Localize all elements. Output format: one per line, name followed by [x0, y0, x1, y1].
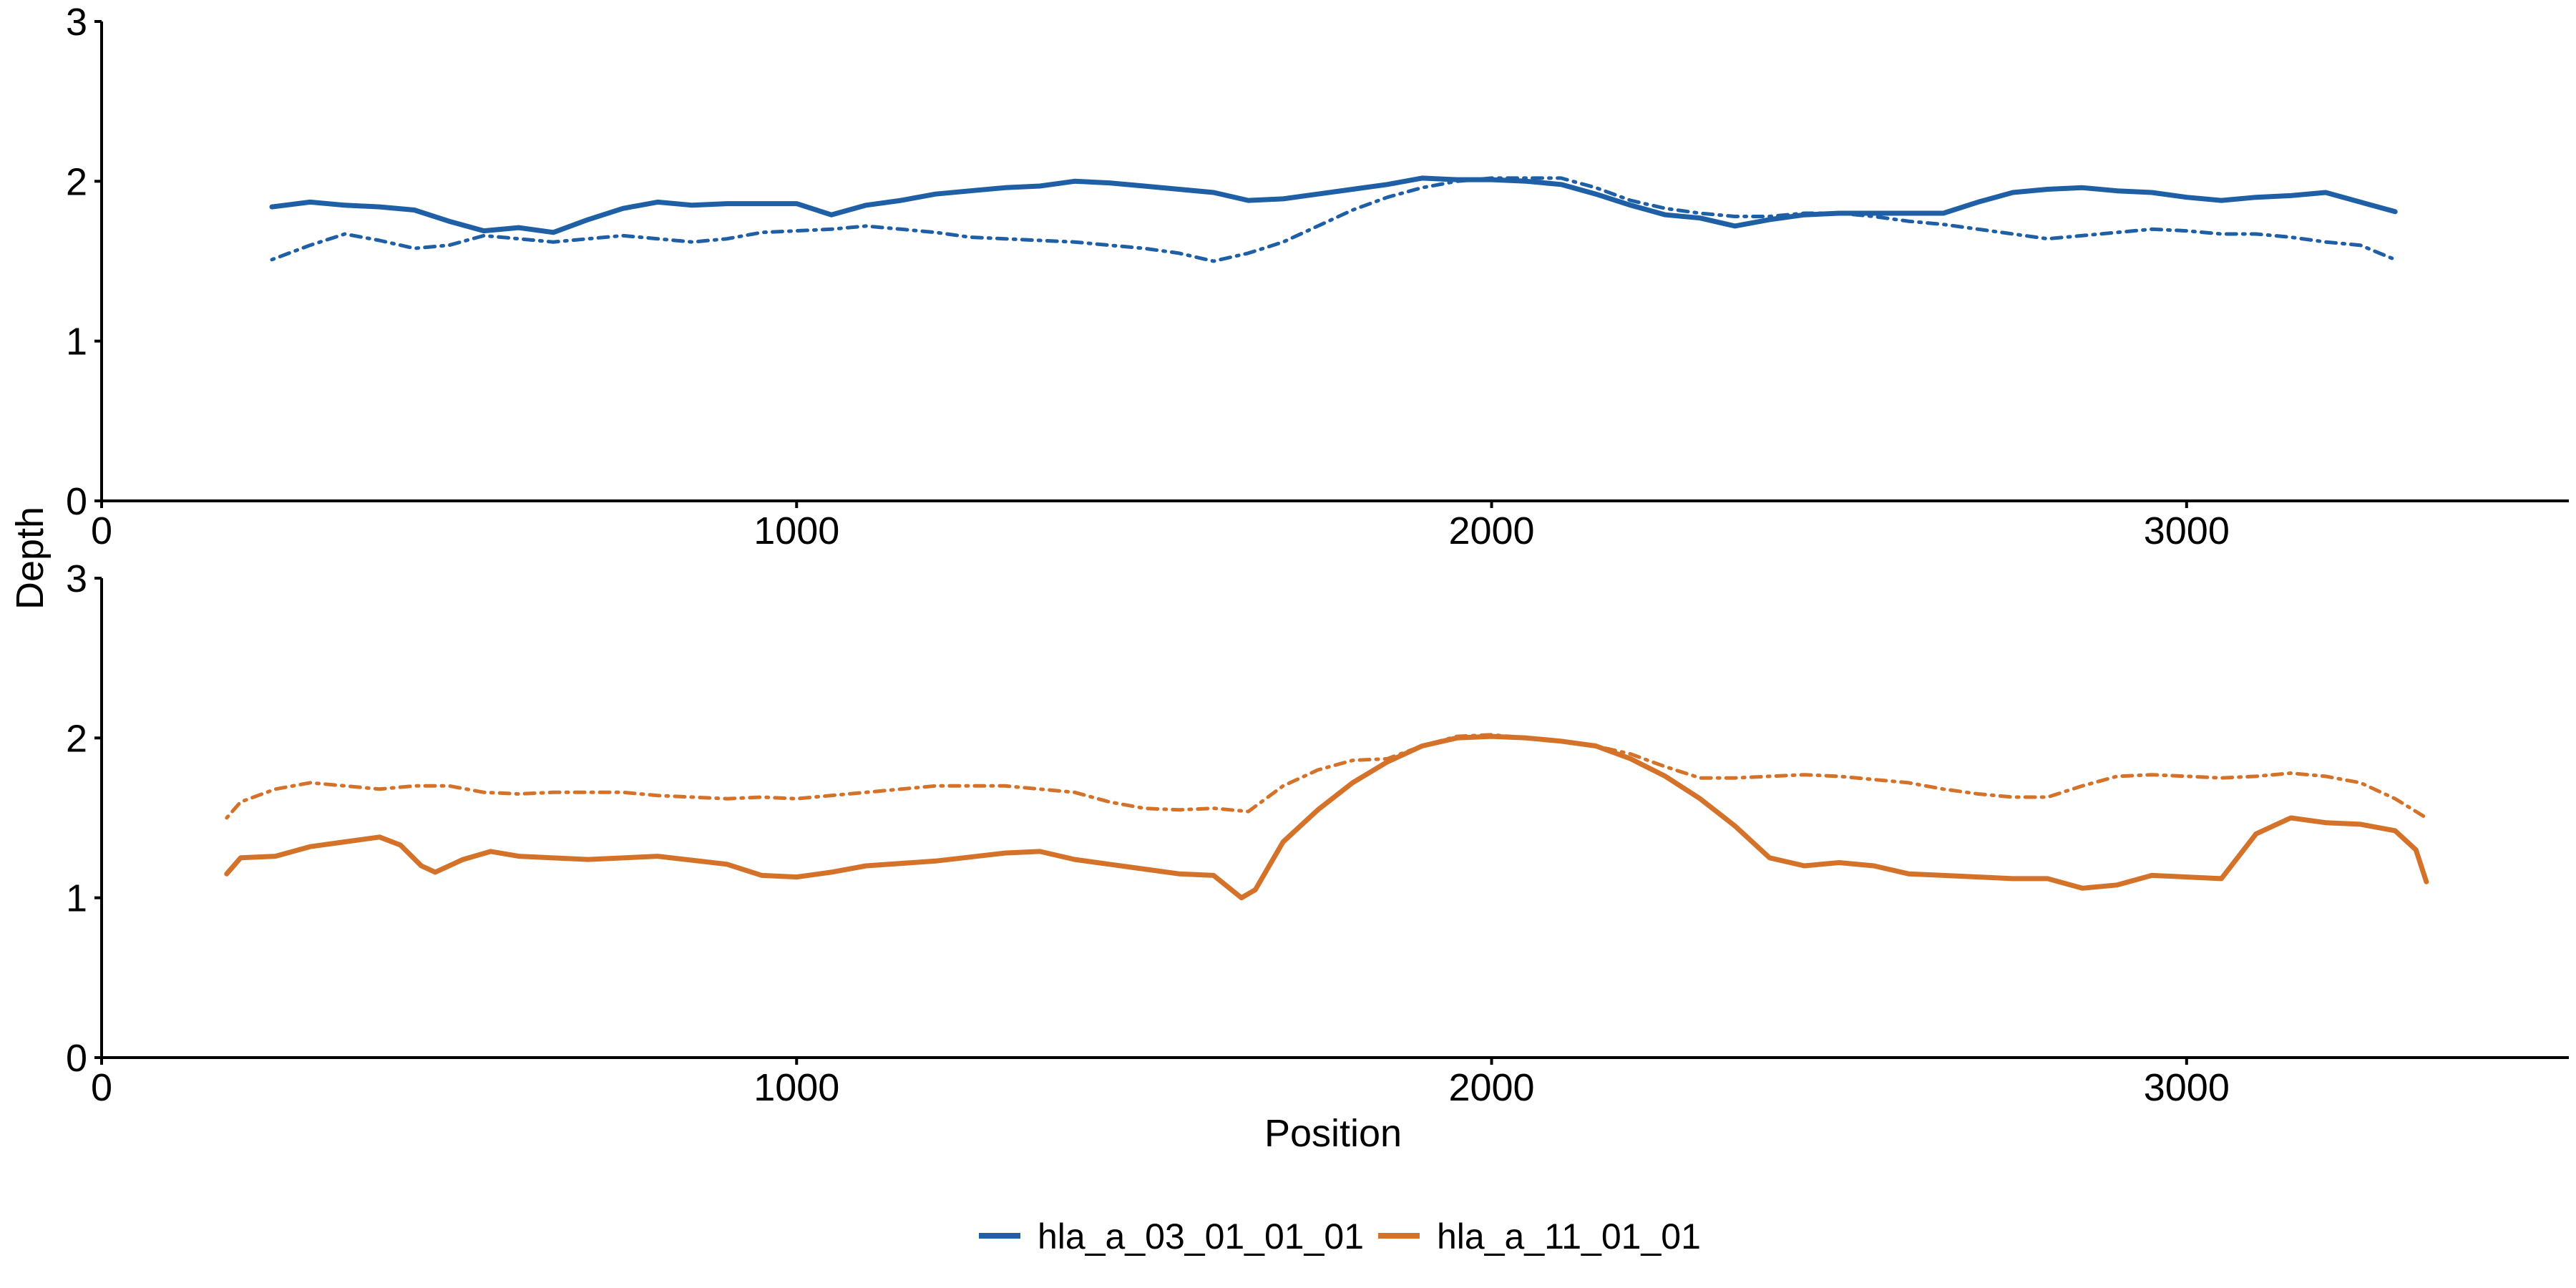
x-tick-label: 2000 [1448, 509, 1534, 552]
x-tick-label: 3000 [2144, 509, 2230, 552]
series-line-hla_a_11_01_01-dotdash [225, 733, 2429, 820]
y-tick-label: 3 [66, 1, 87, 44]
series-line-hla_a_03_01_01_01-solid [269, 175, 2398, 235]
panel-2: 0 1 2 3 0 1000 2000 3000 [66, 557, 2569, 1109]
x-tick-label: 2000 [1448, 1066, 1534, 1109]
legend-label: hla_a_03_01_01_01 [1038, 1216, 1364, 1257]
y-tick-label: 3 [66, 557, 87, 600]
series-line-hla_a_11_01_01-solid [224, 733, 2429, 901]
x-tick-label: 1000 [753, 509, 839, 552]
y-tick-label: 0 [66, 480, 87, 523]
y-tick-label: 2 [66, 717, 87, 760]
x-tick-label: 3000 [2144, 1066, 2230, 1109]
x-tick-label: 0 [91, 1066, 112, 1109]
x-tick-label: 1000 [753, 1066, 839, 1109]
y-tick-label: 1 [66, 321, 87, 364]
x-tick-label: 0 [91, 509, 112, 552]
legend: hla_a_03_01_01_01 hla_a_11_01_01 [979, 1216, 1701, 1257]
y-axis-title: Depth [9, 507, 52, 610]
legend-label: hla_a_11_01_01 [1437, 1216, 1701, 1257]
x-axis-title: Position [1264, 1112, 1402, 1155]
panel-1: 0 1 2 3 0 1000 2000 3000 [66, 1, 2569, 552]
series-line-hla_a_03_01_01_01-dotdash [270, 176, 2397, 263]
y-tick-label: 0 [66, 1037, 87, 1080]
y-tick-label: 1 [66, 877, 87, 920]
y-tick-label: 2 [66, 160, 87, 203]
